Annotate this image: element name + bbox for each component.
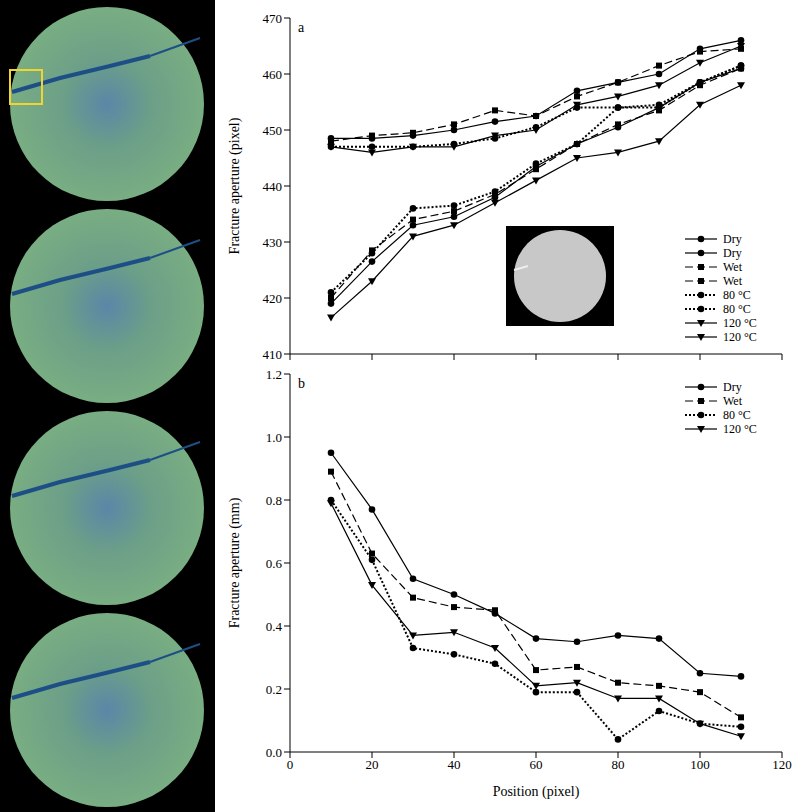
html-text:80 °C: 80 °C bbox=[723, 407, 751, 422]
svg-text:1.2: 1.2 bbox=[266, 368, 282, 382]
html-text:Dry: Dry bbox=[723, 231, 742, 246]
html-text:120 °C: 120 °C bbox=[723, 421, 757, 436]
svg-text:440: 440 bbox=[263, 179, 283, 194]
svg-text:Position (pixel): Position (pixel) bbox=[493, 784, 580, 800]
svg-text:80: 80 bbox=[612, 757, 625, 772]
svg-text:430: 430 bbox=[263, 235, 283, 250]
html-text:a: a bbox=[298, 20, 305, 35]
svg-text:Fracture aperture (pixel): Fracture aperture (pixel) bbox=[227, 117, 243, 254]
html-text:b: b bbox=[298, 376, 305, 391]
html-text:Wet: Wet bbox=[723, 259, 742, 274]
html-text:Dry: Dry bbox=[723, 245, 742, 260]
html-text:120 °C: 120 °C bbox=[723, 329, 757, 344]
html-text:80 °C: 80 °C bbox=[723, 301, 751, 316]
svg-text:Fracture aperture (mm): Fracture aperture (mm) bbox=[227, 497, 243, 628]
svg-text:420: 420 bbox=[263, 291, 283, 306]
svg-text:0.0: 0.0 bbox=[266, 745, 282, 760]
svg-text:0.2: 0.2 bbox=[266, 682, 282, 697]
svg-text:60: 60 bbox=[530, 757, 543, 772]
html-text:Dry: Dry bbox=[723, 379, 742, 394]
svg-text:0: 0 bbox=[287, 757, 294, 772]
svg-text:0.8: 0.8 bbox=[266, 493, 282, 508]
svg-text:1.0: 1.0 bbox=[266, 430, 282, 445]
svg-text:410: 410 bbox=[263, 347, 283, 362]
svg-text:0.4: 0.4 bbox=[266, 619, 283, 634]
html-text:120 °C: 120 °C bbox=[723, 315, 757, 330]
svg-text:120: 120 bbox=[772, 757, 792, 772]
svg-text:450: 450 bbox=[263, 123, 283, 138]
svg-text:40: 40 bbox=[448, 757, 461, 772]
svg-text:100: 100 bbox=[690, 757, 710, 772]
html-text:80 °C: 80 °C bbox=[723, 287, 751, 302]
svg-text:20: 20 bbox=[366, 757, 379, 772]
html-text:Wet: Wet bbox=[723, 393, 742, 408]
svg-text:460: 460 bbox=[263, 67, 283, 82]
html-text:Wet: Wet bbox=[723, 273, 742, 288]
svg-text:0.6: 0.6 bbox=[266, 556, 283, 571]
svg-text:470: 470 bbox=[263, 11, 283, 26]
